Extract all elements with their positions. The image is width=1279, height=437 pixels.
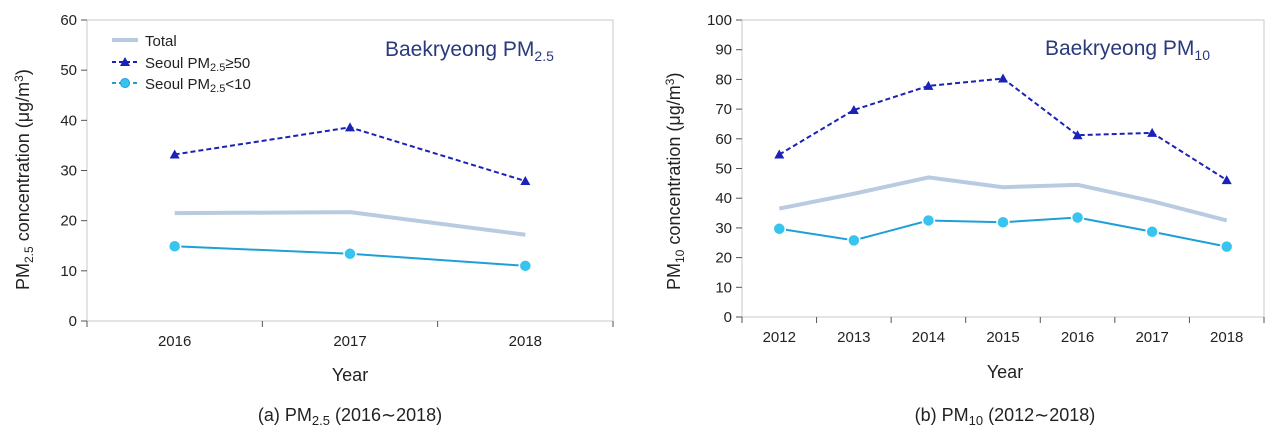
series-high-point bbox=[345, 122, 355, 132]
x-tick-label: 2017 bbox=[1135, 329, 1168, 346]
series-low-point bbox=[167, 239, 182, 254]
y-tick-label: 60 bbox=[60, 12, 77, 29]
series-high-point bbox=[1147, 127, 1158, 137]
series-low-point bbox=[1070, 210, 1085, 225]
x-tick-label: 2018 bbox=[1210, 329, 1243, 346]
series-low-point bbox=[518, 259, 533, 273]
chart-a: 0 10 20 30 40 50 60 2016 2017 2018 Baekryeong PM… bbox=[12, 12, 614, 428]
x-tick-label: 2018 bbox=[509, 333, 542, 350]
series-high-point bbox=[1221, 175, 1232, 185]
x-tick-label: 2016 bbox=[158, 333, 191, 350]
series-low-point bbox=[1145, 225, 1159, 239]
y-tick-label: 30 bbox=[715, 220, 732, 237]
chart-b: 0 10 20 30 40 50 60 70 80 90 100 2012 2013 2014 2015 2… bbox=[663, 12, 1265, 428]
chart-a-ylabel: PM2.5 concentration (μg/m3) bbox=[12, 69, 36, 290]
series-low-point bbox=[921, 213, 936, 228]
chart-b-xlabel: Year bbox=[987, 362, 1023, 382]
x-tick-label: 2014 bbox=[912, 329, 945, 346]
series-high-point bbox=[520, 176, 531, 186]
plot-area-b bbox=[741, 19, 1265, 318]
y-tick-label: 10 bbox=[715, 279, 732, 296]
series-high-point bbox=[998, 73, 1008, 83]
chart-a-title: Baekryeong PM2.5 bbox=[385, 38, 554, 64]
y-tick-label: 50 bbox=[715, 161, 732, 178]
y-tick-label: 0 bbox=[69, 313, 77, 330]
x-tick-label: 2013 bbox=[837, 329, 870, 346]
y-tick-label: 50 bbox=[60, 62, 77, 79]
series-low-point bbox=[847, 233, 861, 248]
y-tick-label: 40 bbox=[715, 190, 732, 207]
y-tick-label: 60 bbox=[715, 131, 732, 148]
y-tick-label: 100 bbox=[707, 12, 732, 29]
series-high-point bbox=[169, 149, 180, 159]
y-tick-label: 30 bbox=[60, 163, 77, 180]
series-low-point bbox=[1219, 239, 1234, 254]
chart-b-title: Baekryeong PM10 bbox=[1045, 37, 1210, 63]
series-low-point bbox=[772, 222, 787, 236]
series-low-point bbox=[996, 215, 1010, 230]
y-tick-label: 70 bbox=[715, 101, 732, 118]
y-tick-label: 0 bbox=[724, 309, 732, 326]
legend-total-label: Total bbox=[145, 33, 177, 50]
chart-a-xlabel: Year bbox=[332, 365, 368, 385]
chart-b-caption: (b) PM10 (2012∼2018) bbox=[915, 405, 1096, 428]
series-high-point bbox=[923, 80, 934, 90]
series-high-point bbox=[1072, 130, 1083, 140]
series-total-line bbox=[174, 210, 526, 237]
y-tick-label: 20 bbox=[715, 250, 732, 267]
x-tick-label: 2016 bbox=[1061, 329, 1094, 346]
y-tick-label: 10 bbox=[60, 263, 77, 280]
y-tick-label: 20 bbox=[60, 213, 77, 230]
legend-low-marker bbox=[120, 78, 130, 88]
y-tick-label: 80 bbox=[715, 71, 732, 88]
x-tick-label: 2017 bbox=[333, 333, 366, 350]
legend-high-label: Seoul PM2.5≥50 bbox=[145, 55, 250, 74]
x-tick-label: 2012 bbox=[763, 329, 796, 346]
legend-high-marker bbox=[120, 57, 130, 66]
series-total-line bbox=[778, 175, 1228, 223]
chart-a-legend: Total Seoul PM2.5≥50 Seoul PM2.5<10 bbox=[112, 33, 251, 95]
chart-a-caption: (a) PM2.5 (2016∼2018) bbox=[258, 405, 442, 428]
series-low-point bbox=[343, 247, 357, 261]
y-tick-label: 90 bbox=[715, 42, 732, 59]
series-high-point bbox=[774, 149, 785, 159]
legend-low-label: Seoul PM2.5<10 bbox=[145, 76, 251, 95]
y-tick-label: 40 bbox=[60, 112, 77, 129]
series-high-point bbox=[848, 104, 859, 114]
chart-b-ylabel: PM10 concentration (μg/m3) bbox=[663, 73, 687, 291]
x-tick-label: 2015 bbox=[986, 329, 1019, 346]
